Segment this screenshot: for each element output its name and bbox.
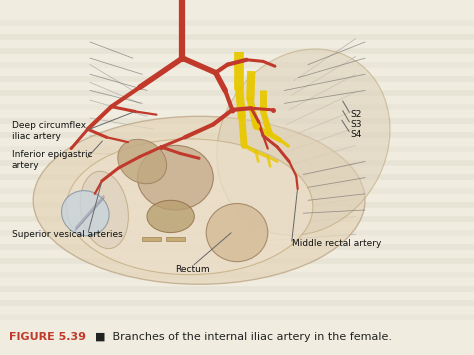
Ellipse shape bbox=[217, 49, 390, 235]
Text: ■  Branches of the internal iliac artery in the female.: ■ Branches of the internal iliac artery … bbox=[88, 332, 392, 342]
Text: Deep circumflex
iliac artery: Deep circumflex iliac artery bbox=[12, 121, 86, 141]
Ellipse shape bbox=[33, 116, 365, 284]
Text: Inferior epigastric
artery: Inferior epigastric artery bbox=[12, 150, 92, 170]
Ellipse shape bbox=[80, 171, 128, 248]
Text: FIGURE 5.39: FIGURE 5.39 bbox=[9, 332, 86, 342]
Text: Rectum: Rectum bbox=[174, 265, 210, 274]
Text: S3: S3 bbox=[351, 120, 362, 129]
Ellipse shape bbox=[137, 145, 213, 210]
Text: S4: S4 bbox=[351, 130, 362, 138]
Ellipse shape bbox=[206, 203, 268, 262]
Text: Superior vesical arteries: Superior vesical arteries bbox=[12, 230, 123, 239]
Ellipse shape bbox=[147, 200, 194, 233]
Ellipse shape bbox=[66, 139, 313, 275]
Text: S2: S2 bbox=[351, 110, 362, 119]
Text: Middle rectal artery: Middle rectal artery bbox=[292, 239, 381, 248]
Bar bbox=[142, 237, 161, 241]
Ellipse shape bbox=[62, 191, 109, 236]
Ellipse shape bbox=[118, 139, 167, 184]
Bar bbox=[166, 237, 185, 241]
